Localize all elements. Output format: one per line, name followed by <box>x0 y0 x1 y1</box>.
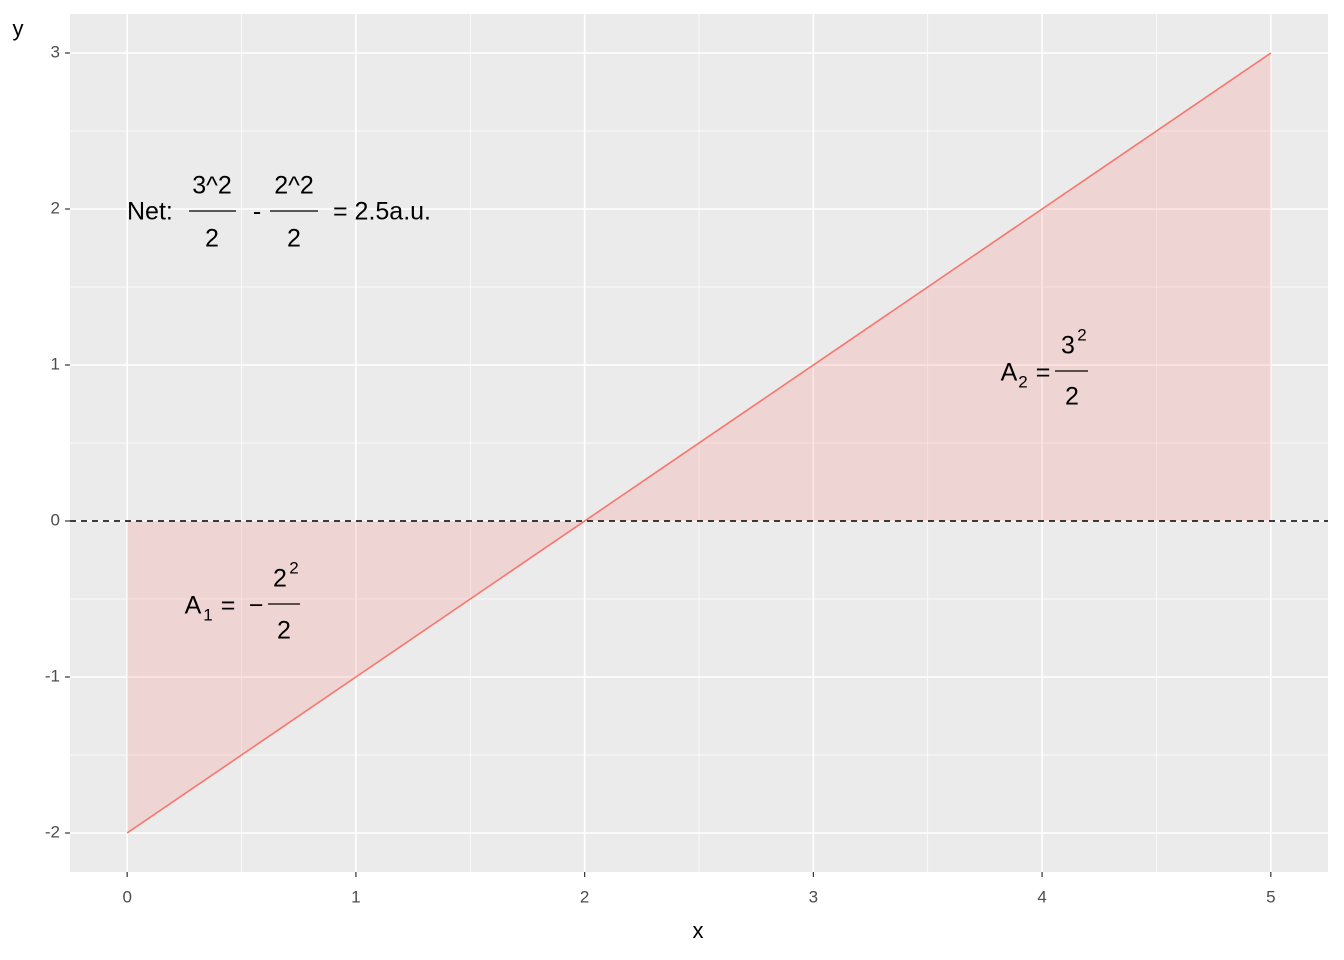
x-tick-label: 5 <box>1266 887 1275 906</box>
annotation-text: Net: <box>127 198 173 226</box>
annotation-text: 1 <box>203 605 212 624</box>
annotation-text: = <box>221 592 236 620</box>
y-tick-label: 3 <box>51 42 60 61</box>
annotation-text: 2 <box>287 225 301 253</box>
x-tick-label: 2 <box>580 887 589 906</box>
annotation-text: = <box>1036 359 1051 387</box>
annotation-text: 3^2 <box>192 172 232 200</box>
annotation-text: A <box>185 592 202 620</box>
annotation-text: 2 <box>1077 325 1086 344</box>
y-tick-label: -1 <box>45 666 60 685</box>
y-tick-label: 2 <box>51 198 60 217</box>
x-tick-label: 3 <box>809 887 818 906</box>
y-axis-title: y <box>13 16 24 41</box>
annotation-text: 2 <box>205 225 219 253</box>
annotation-text: − <box>249 592 264 620</box>
annotation-text: 2 <box>289 558 298 577</box>
x-axis-title: x <box>693 918 704 943</box>
x-tick-label: 0 <box>122 887 131 906</box>
annotation-text: 2 <box>1018 372 1027 391</box>
y-tick-label: 0 <box>51 510 60 529</box>
annotation-text: 2 <box>277 617 291 645</box>
annotation-text: 3 <box>1061 332 1075 360</box>
annotation-text: 2 <box>273 565 287 593</box>
annotation-text: 2^2 <box>274 172 314 200</box>
x-tick-label: 1 <box>351 887 360 906</box>
annotation-text: A <box>1001 359 1018 387</box>
y-tick-label: -2 <box>45 822 60 841</box>
annotation-text: 2 <box>1065 383 1079 411</box>
line <box>126 52 1272 834</box>
y-tick-label: 1 <box>51 354 60 373</box>
x-tick-label: 4 <box>1037 887 1046 906</box>
annotation-text: - <box>253 198 261 226</box>
annotation-text: = 2.5a.u. <box>333 198 431 226</box>
